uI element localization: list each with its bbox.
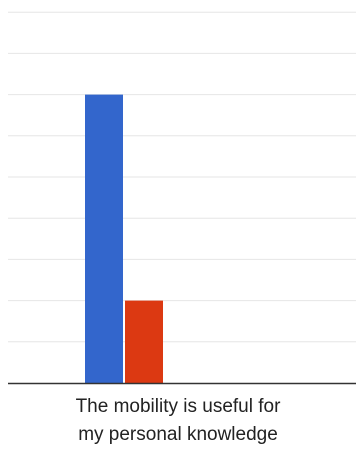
- bar-series-2[interactable]: [125, 300, 163, 383]
- x-category-label: The mobility is useful for my personal k…: [0, 393, 356, 449]
- category-label-line-2: my personal knowledge: [78, 424, 278, 445]
- category-label-line-1: The mobility is useful for: [75, 396, 281, 417]
- bar-series-1[interactable]: [85, 94, 123, 383]
